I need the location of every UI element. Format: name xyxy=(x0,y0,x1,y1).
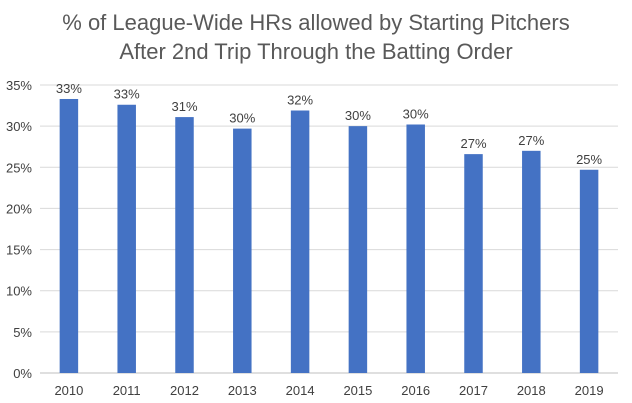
y-tick-label: 5% xyxy=(13,325,32,340)
bar xyxy=(233,128,252,373)
y-tick-label: 15% xyxy=(6,243,32,258)
data-label: 30% xyxy=(229,111,255,126)
x-tick-label: 2013 xyxy=(228,383,257,398)
y-tick-label: 30% xyxy=(6,119,32,134)
chart-title-line-2: After 2nd Trip Through the Batting Order xyxy=(119,39,513,64)
data-label: 27% xyxy=(460,136,486,151)
x-tick-label: 2012 xyxy=(170,383,199,398)
x-tick-label: 2017 xyxy=(459,383,488,398)
bar xyxy=(522,150,541,373)
x-tick-label: 2018 xyxy=(517,383,546,398)
data-label: 30% xyxy=(345,108,371,123)
data-label: 27% xyxy=(518,133,544,148)
bar xyxy=(290,110,310,373)
y-tick-label: 35% xyxy=(6,78,32,93)
x-tick-label: 2016 xyxy=(401,383,430,398)
y-tick-label: 0% xyxy=(13,366,32,381)
data-label: 33% xyxy=(114,87,140,102)
data-label: 32% xyxy=(287,93,313,108)
data-label: 25% xyxy=(576,152,602,167)
bar xyxy=(348,126,368,374)
x-tick-label: 2015 xyxy=(343,383,372,398)
x-tick-label: 2011 xyxy=(113,383,141,398)
data-label: 30% xyxy=(403,106,429,121)
y-tick-label: 20% xyxy=(6,201,32,216)
bar xyxy=(117,104,136,374)
x-tick-label: 2010 xyxy=(54,383,83,398)
bar xyxy=(59,98,79,373)
bar xyxy=(406,124,425,373)
data-label: 33% xyxy=(56,81,82,96)
data-label: 31% xyxy=(171,99,197,114)
y-tick-label: 25% xyxy=(6,160,32,175)
chart-title-line-1: % of League-Wide HRs allowed by Starting… xyxy=(62,10,570,35)
bar xyxy=(464,154,483,373)
x-tick-label: 2019 xyxy=(575,383,604,398)
bar xyxy=(579,169,599,373)
x-tick-label: 2014 xyxy=(286,383,315,398)
bar xyxy=(175,117,194,373)
y-tick-label: 10% xyxy=(6,284,32,299)
